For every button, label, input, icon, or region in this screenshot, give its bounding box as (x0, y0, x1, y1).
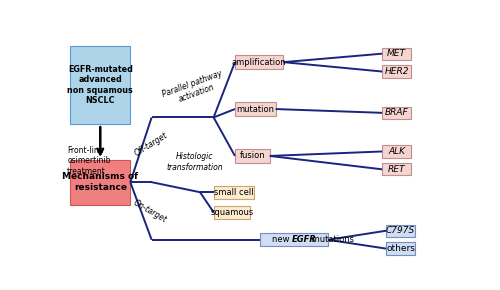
Text: Front-line
osimertinib
treatment: Front-line osimertinib treatment (67, 146, 110, 176)
Text: others: others (386, 244, 415, 253)
Text: MET: MET (387, 49, 406, 58)
FancyBboxPatch shape (70, 46, 130, 124)
Text: mutation: mutation (236, 105, 275, 114)
FancyBboxPatch shape (260, 233, 328, 246)
Text: RET: RET (388, 165, 406, 174)
FancyBboxPatch shape (386, 224, 415, 237)
FancyBboxPatch shape (386, 242, 415, 255)
FancyBboxPatch shape (382, 145, 411, 158)
Text: HER2: HER2 (384, 67, 409, 76)
Text: Parallel pathway
activation: Parallel pathway activation (162, 68, 228, 108)
Text: C797S: C797S (386, 226, 415, 235)
FancyBboxPatch shape (382, 163, 411, 175)
Text: mutations: mutations (309, 235, 354, 244)
Text: Histologic
transformation: Histologic transformation (166, 152, 223, 172)
Text: EGFR-mutated
advanced
non squamous
NSCLC: EGFR-mutated advanced non squamous NSCLC (68, 65, 133, 105)
Text: EGFR: EGFR (292, 235, 317, 244)
Text: ALK: ALK (388, 147, 405, 156)
FancyBboxPatch shape (235, 149, 270, 163)
FancyBboxPatch shape (382, 48, 411, 60)
Text: BRAF: BRAF (385, 108, 408, 117)
FancyBboxPatch shape (235, 102, 276, 116)
FancyBboxPatch shape (382, 65, 411, 78)
FancyBboxPatch shape (382, 107, 411, 119)
FancyBboxPatch shape (214, 186, 254, 199)
Text: squamous: squamous (210, 208, 254, 217)
Text: Mechanisms of
resistance: Mechanisms of resistance (62, 173, 138, 192)
Text: amplification: amplification (232, 58, 286, 67)
FancyBboxPatch shape (214, 206, 250, 219)
Text: new: new (272, 235, 292, 244)
Text: Off-target: Off-target (133, 130, 170, 158)
Text: small cell: small cell (214, 188, 254, 197)
FancyBboxPatch shape (235, 55, 284, 69)
FancyBboxPatch shape (70, 160, 130, 204)
Text: fusion: fusion (240, 151, 265, 160)
Text: On-target: On-target (132, 198, 168, 224)
